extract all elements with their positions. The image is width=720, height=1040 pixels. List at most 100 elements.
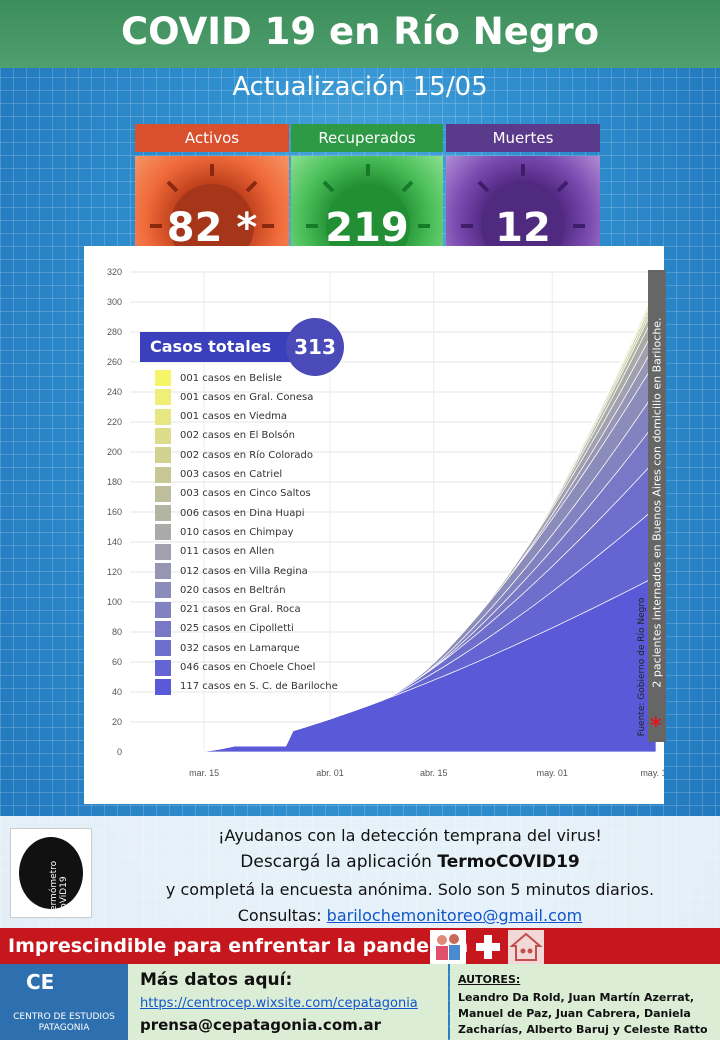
app-name: TermoCOVID19 xyxy=(437,852,580,872)
active-count: 82 * xyxy=(166,205,258,251)
info-line-1: ¡Ayudanos con la detección temprana del … xyxy=(218,826,602,845)
legend-swatch xyxy=(155,447,171,464)
legend-label: 002 casos en El Bolsón xyxy=(180,430,295,442)
legend-swatch xyxy=(155,659,171,676)
y-tick-label: 60 xyxy=(112,657,122,667)
legend-item: 046 casos en Choele Choel xyxy=(155,659,315,676)
legend-label: 002 casos en Río Colorado xyxy=(180,449,314,461)
y-tick-label: 220 xyxy=(107,417,122,427)
legend-swatch xyxy=(155,505,171,522)
y-tick-label: 280 xyxy=(107,327,122,337)
legend-swatch xyxy=(155,408,171,425)
home-icon xyxy=(508,930,544,964)
y-tick-label: 140 xyxy=(107,537,122,547)
deaths-count: 12 xyxy=(495,205,551,251)
side-note: 2 pacientes internados en Buenos Aires c… xyxy=(648,270,666,742)
total-cases-badge: 313 xyxy=(286,318,344,376)
x-tick-label: mar. 15 xyxy=(189,768,219,778)
stat-active: 82 * xyxy=(135,156,289,300)
authors-panel xyxy=(450,964,720,1040)
x-tick-label: may. 01 xyxy=(537,768,568,778)
legend-item: 020 casos en Beltrán xyxy=(155,582,286,599)
legend-label: 003 casos en Catriel xyxy=(180,469,283,480)
cep-panel xyxy=(0,964,128,1040)
legend-swatch xyxy=(155,466,171,483)
y-tick-label: 260 xyxy=(107,357,122,367)
source-text: Fuente: Gobierno de Río Negro xyxy=(637,597,647,737)
y-tick-label: 20 xyxy=(112,717,122,727)
source-note: Fuente: Gobierno de Río Negro xyxy=(634,597,648,740)
header-bar xyxy=(0,0,720,68)
red-banner xyxy=(0,928,720,964)
logo-circle: Termómetro CoViD19 xyxy=(19,837,83,909)
x-tick-label: may. 15 xyxy=(640,768,664,778)
more-data-panel xyxy=(128,964,448,1040)
update-date: Actualización 15/05 xyxy=(232,72,488,102)
legend-label: 021 casos en Gral. Roca xyxy=(180,604,301,616)
x-tick-label: abr. 01 xyxy=(316,768,344,778)
legend-swatch xyxy=(155,563,171,579)
y-tick-label: 320 xyxy=(107,267,122,277)
legend-title: Casos totales xyxy=(140,332,290,362)
legend-label: 011 casos en Allen xyxy=(180,546,275,558)
note-marker: * xyxy=(650,714,662,739)
legend-label: 117 casos en S. C. de Bariloche xyxy=(180,681,338,693)
banner-text: Imprescindible para enfrentar la pandemi… xyxy=(8,935,476,957)
legend-swatch xyxy=(155,427,171,444)
stat-label-deaths: Muertes xyxy=(446,124,600,152)
legend-item: 010 casos en Chimpay xyxy=(155,524,294,541)
medical-cross-icon xyxy=(470,930,506,964)
legend-item: 006 casos en Dina Huapi xyxy=(155,505,305,522)
y-tick-label: 180 xyxy=(107,477,122,487)
legend-item: 021 casos en Gral. Roca xyxy=(155,601,301,618)
legend-label: 020 casos en Beltrán xyxy=(180,584,286,596)
legend-swatch xyxy=(155,485,171,502)
legend-item: 001 casos en Viedma xyxy=(155,408,288,425)
page-title: COVID 19 en Río Negro xyxy=(121,10,599,53)
legend-swatch xyxy=(155,640,171,657)
legend-item: 001 casos en Gral. Conesa xyxy=(155,389,314,406)
termocovid-logo: Termómetro CoViD19 xyxy=(10,828,92,918)
legend-swatch xyxy=(155,524,171,541)
y-tick-label: 240 xyxy=(107,387,122,397)
legend-item: 003 casos en Cinco Saltos xyxy=(155,485,311,502)
y-tick-label: 40 xyxy=(112,687,122,697)
y-tick-label: 80 xyxy=(112,627,122,637)
y-tick-label: 120 xyxy=(107,567,122,577)
recovered-count: 219 xyxy=(325,205,409,251)
stat-label-recovered: Recuperados xyxy=(291,124,443,152)
more-data-label: Más datos aquí: xyxy=(140,970,293,990)
info-band xyxy=(0,816,720,928)
info-line-3: y completá la encuesta anónima. Solo son… xyxy=(165,880,655,899)
info-line-2-text: Descargá la aplicación xyxy=(240,852,438,872)
legend-swatch xyxy=(155,370,171,386)
family-icon xyxy=(430,930,466,964)
y-tick-label: 100 xyxy=(107,597,122,607)
consultas-label: Consultas: xyxy=(237,906,327,925)
legend-item: 011 casos en Allen xyxy=(155,543,275,560)
y-tick-label: 200 xyxy=(107,447,122,457)
cep-logo: CE xyxy=(26,970,55,994)
authors-heading: AUTORES: xyxy=(458,973,521,986)
legend-label: 001 casos en Viedma xyxy=(180,411,288,423)
side-note-text: 2 pacientes internados en Buenos Aires c… xyxy=(650,317,664,688)
legend-swatch xyxy=(155,389,171,406)
stat-label-active: Activos xyxy=(135,124,289,152)
y-tick-label: 160 xyxy=(107,507,122,517)
legend-item: 002 casos en Río Colorado xyxy=(155,447,314,464)
legend-item: 012 casos en Villa Regina xyxy=(155,563,308,579)
y-tick-label: 300 xyxy=(107,297,122,307)
legend-item: 003 casos en Catriel xyxy=(155,466,283,483)
logo-text: Termómetro CoViD19 xyxy=(49,860,69,909)
legend-swatch xyxy=(155,543,171,560)
legend-label: 001 casos en Gral. Conesa xyxy=(180,391,314,403)
legend-item: 032 casos en Lamarque xyxy=(155,640,300,657)
legend-item: 001 casos en Belisle xyxy=(155,370,282,386)
authors-list: Leandro Da Rold, Juan Martín Azerrat, Ma… xyxy=(458,991,708,1036)
contact-email-link[interactable]: barilochemonitoreo@gmail.com xyxy=(326,906,583,925)
legend-label: 012 casos en Villa Regina xyxy=(180,565,308,577)
website-link[interactable]: https://centrocep.wixsite.com/cepatagoni… xyxy=(140,996,418,1011)
legend-item: 117 casos en S. C. de Bariloche xyxy=(155,678,338,695)
legend-label: 010 casos en Chimpay xyxy=(180,526,294,538)
legend-label: 001 casos en Belisle xyxy=(180,372,282,384)
